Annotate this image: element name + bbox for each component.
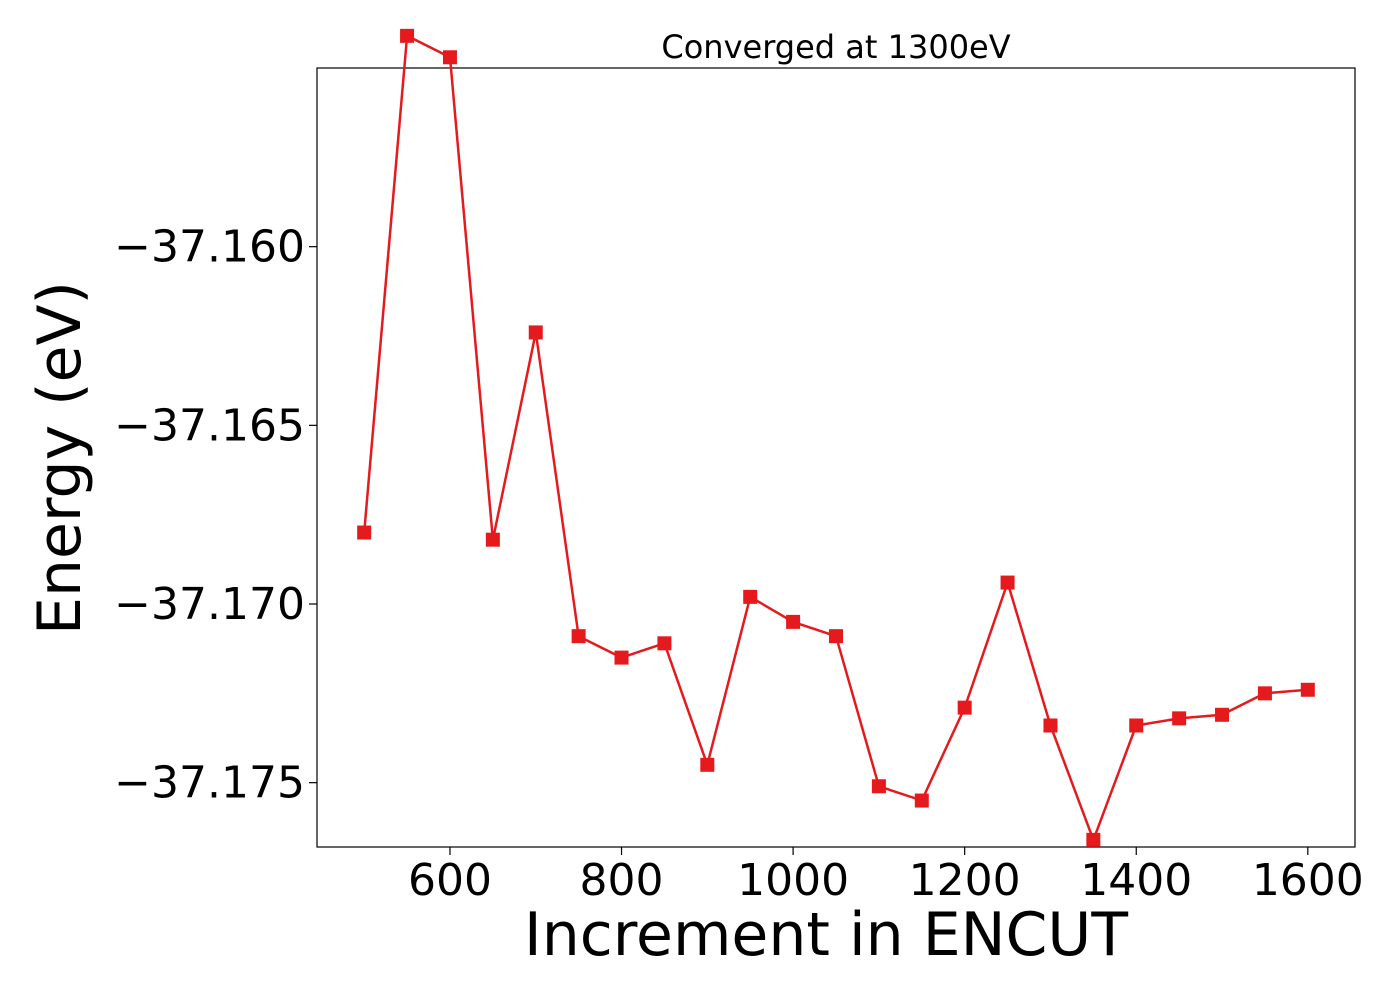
y-tick-label: −37.175 bbox=[114, 758, 305, 809]
data-point-marker bbox=[1129, 718, 1144, 733]
data-point-marker bbox=[1000, 575, 1015, 590]
y-tick-label: −37.165 bbox=[114, 400, 305, 451]
data-point-marker bbox=[1086, 832, 1101, 847]
data-point-marker bbox=[1300, 682, 1315, 697]
data-point-marker bbox=[357, 525, 372, 540]
data-point-marker bbox=[528, 325, 543, 340]
chart-title: Converged at 1300eV bbox=[661, 28, 1010, 66]
data-point-marker bbox=[400, 28, 415, 43]
data-point-marker bbox=[700, 757, 715, 772]
x-tick-label: 800 bbox=[580, 855, 664, 906]
data-point-marker bbox=[786, 614, 801, 629]
data-point-marker bbox=[1257, 686, 1272, 701]
data-point-marker bbox=[485, 532, 500, 547]
energy-series-line bbox=[362, 34, 1308, 842]
x-axis-label: Increment in ENCUT bbox=[524, 900, 1128, 970]
plot-area-frame bbox=[316, 67, 1356, 848]
y-tick-label: −37.160 bbox=[114, 222, 305, 273]
y-axis-label: Energy (eV) bbox=[25, 281, 95, 635]
data-point-marker bbox=[743, 589, 758, 604]
x-tick-label: 600 bbox=[408, 855, 492, 906]
energy-series-markers bbox=[357, 28, 1315, 847]
data-point-marker bbox=[914, 793, 929, 808]
x-axis-ticks: 600 800 1000 1200 1400 1600 bbox=[408, 847, 1364, 906]
x-tick-label: 1200 bbox=[909, 855, 1021, 906]
data-point-marker bbox=[1172, 711, 1187, 726]
x-tick-label: 1000 bbox=[737, 855, 849, 906]
data-point-marker bbox=[442, 50, 457, 65]
data-point-marker bbox=[657, 636, 672, 651]
x-tick-label: 1600 bbox=[1252, 855, 1364, 906]
y-tick-label: −37.170 bbox=[114, 579, 305, 630]
y-axis-ticks: −37.160 −37.165 −37.170 −37.175 bbox=[114, 222, 317, 809]
data-point-marker bbox=[1215, 707, 1230, 722]
data-point-marker bbox=[571, 629, 586, 644]
data-point-marker bbox=[957, 700, 972, 715]
data-point-marker bbox=[829, 629, 843, 644]
data-point-marker bbox=[1043, 718, 1058, 733]
data-point-marker bbox=[871, 779, 886, 794]
x-tick-label: 1400 bbox=[1080, 855, 1192, 906]
data-point-marker bbox=[614, 650, 629, 665]
